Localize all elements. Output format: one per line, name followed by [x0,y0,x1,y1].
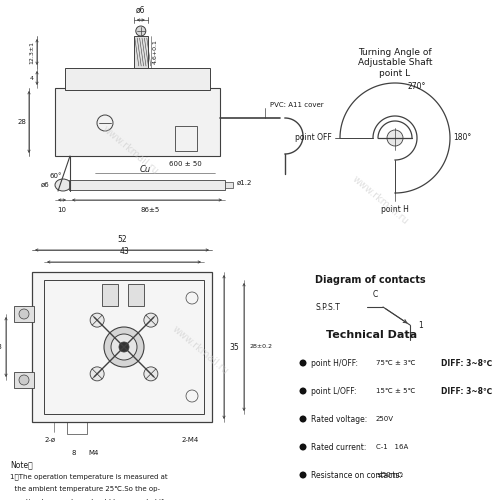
Text: point OFF: point OFF [295,134,332,142]
Text: ≤50mΩ: ≤50mΩ [376,472,403,478]
Text: 4: 4 [30,76,34,80]
Circle shape [19,375,29,385]
Circle shape [136,26,146,36]
Circle shape [144,313,158,327]
Text: Resistance on contacts:: Resistance on contacts: [311,470,402,480]
Text: 180°: 180° [453,134,471,142]
Text: Rated voltage:: Rated voltage: [311,414,367,424]
Text: Cu: Cu [140,166,150,174]
Text: S.P.S.T: S.P.S.T [315,302,340,312]
Bar [14,372,34,388]
Circle shape [300,416,306,422]
Bar [32,272,212,422]
Bar [69,180,225,190]
Bar [55,88,220,156]
Text: 15℃ ± 5℃: 15℃ ± 5℃ [376,388,416,394]
Circle shape [119,342,129,352]
Bar [67,422,87,434]
Text: M4: M4 [89,450,99,456]
Bar [134,36,148,68]
Bar [102,284,118,306]
Text: Technical Data: Technical Data [326,330,418,340]
Text: 23: 23 [0,344,2,350]
Text: Diagram of contacts: Diagram of contacts [314,275,426,285]
Circle shape [387,130,403,146]
Text: 2-M4: 2-M4 [182,437,198,443]
Circle shape [300,444,306,450]
Text: DIFF: 3~8℃: DIFF: 3~8℃ [441,358,492,368]
Circle shape [104,327,144,367]
Circle shape [300,472,306,478]
Text: 1: 1 [418,320,423,330]
Text: 28±0.2: 28±0.2 [249,344,272,350]
Text: www.rkmail.ru: www.rkmail.ru [100,124,160,176]
Text: www.rkmail.ru: www.rkmail.ru [170,324,230,376]
Text: 28: 28 [17,119,26,125]
Text: 600 ± 50: 600 ± 50 [168,161,202,167]
Bar [65,68,210,90]
Text: point L/OFF:: point L/OFF: [311,386,356,396]
Text: Turning Angle of
Adjustable Shaft
point L: Turning Angle of Adjustable Shaft point … [358,48,432,78]
Circle shape [90,313,104,327]
Bar [44,280,204,414]
Text: Note：: Note： [10,460,33,469]
Text: 75℃ ± 3℃: 75℃ ± 3℃ [376,360,416,366]
Text: 4.6+0.1: 4.6+0.1 [153,40,158,64]
Text: 35: 35 [229,342,239,351]
Text: 1、The operation temperature is measured at: 1、The operation temperature is measured … [10,473,168,480]
Bar [225,182,233,188]
Bar [175,126,197,151]
Text: PVC: A11 cover: PVC: A11 cover [270,102,324,108]
Circle shape [19,309,29,319]
Text: eration temperature should be amended if: eration temperature should be amended if [10,499,164,500]
Circle shape [300,360,306,366]
Circle shape [111,334,137,360]
Text: 43: 43 [119,247,129,256]
Text: 2-ø: 2-ø [44,437,56,443]
Text: 60°: 60° [50,173,62,179]
Circle shape [90,367,104,381]
Text: C: C [372,290,378,299]
Text: Rated current:: Rated current: [311,442,366,452]
Text: 12.3±1: 12.3±1 [29,40,34,64]
Text: 52: 52 [117,235,127,244]
Text: www.rkmail.ru: www.rkmail.ru [350,174,410,227]
Text: 8: 8 [72,450,76,456]
Bar [14,306,34,322]
Text: 270°: 270° [407,82,426,91]
Text: 86±5: 86±5 [140,207,160,213]
Text: DIFF: 3~8℃: DIFF: 3~8℃ [441,386,492,396]
Text: 250V: 250V [376,416,394,422]
Text: ø1.2: ø1.2 [237,180,252,186]
Ellipse shape [55,179,71,191]
Text: point H: point H [381,205,409,214]
Text: ø6: ø6 [136,6,145,15]
Bar [128,284,144,306]
Text: point H/OFF:: point H/OFF: [311,358,358,368]
Circle shape [300,388,306,394]
Text: C-1   16A: C-1 16A [376,444,408,450]
Circle shape [144,367,158,381]
Text: ø6: ø6 [41,182,50,188]
Text: the ambient temperature 25℃.So the op-: the ambient temperature 25℃.So the op- [10,486,160,492]
Text: 10: 10 [58,207,66,213]
